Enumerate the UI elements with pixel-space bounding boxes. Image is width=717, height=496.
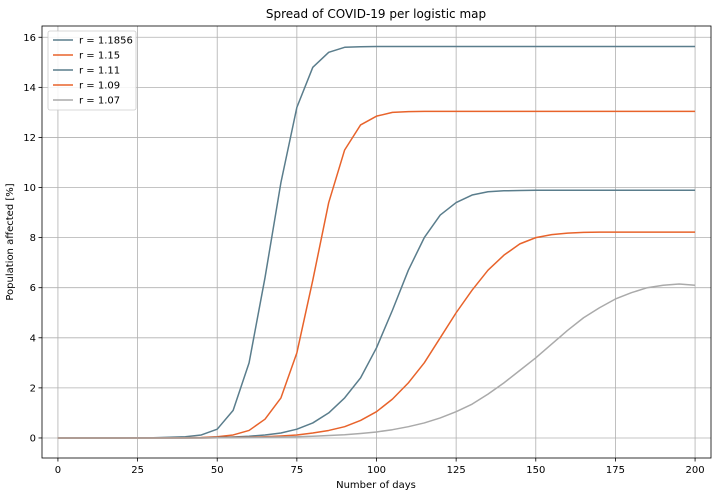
- y-tick-label: 14: [23, 83, 36, 94]
- x-tick-label: 75: [290, 465, 303, 476]
- y-tick-label: 10: [23, 183, 36, 194]
- y-tick-label: 2: [30, 383, 36, 394]
- y-tick-label: 8: [30, 233, 36, 244]
- x-tick-label: 200: [686, 465, 705, 476]
- y-tick-label: 4: [30, 333, 36, 344]
- x-tick-label: 50: [211, 465, 224, 476]
- y-tick-label: 12: [23, 133, 36, 144]
- legend-label: r = 1.07: [79, 96, 120, 107]
- grid: [42, 26, 711, 458]
- x-tick-label: 100: [367, 465, 386, 476]
- x-tick-label: 175: [606, 465, 625, 476]
- x-tick-label: 0: [55, 465, 61, 476]
- y-axis-title: Population affected [%]: [5, 183, 16, 300]
- x-axis-title: Number of days: [336, 480, 416, 491]
- legend-label: r = 1.1856: [79, 36, 133, 47]
- y-tick-label: 0: [30, 433, 36, 444]
- legend-label: r = 1.09: [79, 81, 120, 92]
- x-tick-label: 125: [447, 465, 466, 476]
- chart-title: Spread of COVID-19 per logistic map: [266, 7, 486, 21]
- legend-label: r = 1.15: [79, 51, 120, 62]
- legend: r = 1.1856 r = 1.15 r = 1.11 r = 1.09 r = 1.…: [48, 31, 136, 110]
- y-tick-label: 6: [30, 283, 36, 294]
- x-tick-label: 25: [131, 465, 144, 476]
- y-tick-label: 16: [23, 33, 36, 44]
- legend-label: r = 1.11: [79, 66, 120, 77]
- x-tick-label: 150: [526, 465, 545, 476]
